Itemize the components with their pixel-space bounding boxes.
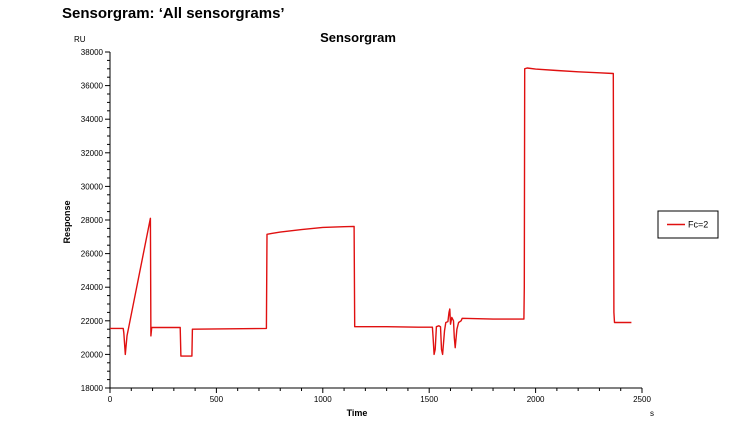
y-tick-label: 26000 (81, 250, 104, 259)
y-tick-label: 22000 (81, 317, 104, 326)
y-tick-label: 28000 (81, 216, 104, 225)
legend-label: Fc=2 (688, 220, 708, 230)
y-axis: 18000 20000 22000 24000 26000 28000 30000 32000… (81, 48, 111, 393)
plot-series (110, 67, 632, 357)
y-tick-label: 32000 (81, 149, 104, 158)
legend: Fc=2 (657, 210, 719, 239)
y-unit-label: RU (74, 35, 86, 44)
x-axis-title: Time (347, 408, 368, 418)
y-axis-title: Response (62, 200, 72, 243)
series-line (110, 67, 632, 357)
x-tick-label: 2000 (527, 395, 545, 404)
x-tick-label: 1000 (314, 395, 332, 404)
x-unit-label: s (650, 409, 654, 418)
x-axis: 0 500 1000 1500 2000 2500 (108, 387, 651, 404)
y-tick-label: 18000 (81, 384, 104, 393)
chart-title: Sensorgram (320, 30, 396, 45)
y-tick-label: 34000 (81, 115, 104, 124)
x-ticks: 0 500 1000 1500 2000 2500 (108, 388, 651, 404)
y-tick-label: 20000 (81, 350, 104, 359)
y-ticks: 18000 20000 22000 24000 26000 28000 30000 32000… (81, 48, 110, 393)
x-tick-label: 0 (108, 395, 113, 404)
y-tick-label: 30000 (81, 182, 104, 191)
y-tick-label: 38000 (81, 48, 104, 57)
y-tick-label: 24000 (81, 283, 104, 292)
x-tick-label: 2500 (633, 395, 651, 404)
page-heading: Sensorgram: ‘All sensorgrams’ (62, 5, 285, 22)
x-tick-label: 1500 (420, 395, 438, 404)
y-tick-label: 36000 (81, 82, 104, 91)
x-tick-label: 500 (210, 395, 224, 404)
